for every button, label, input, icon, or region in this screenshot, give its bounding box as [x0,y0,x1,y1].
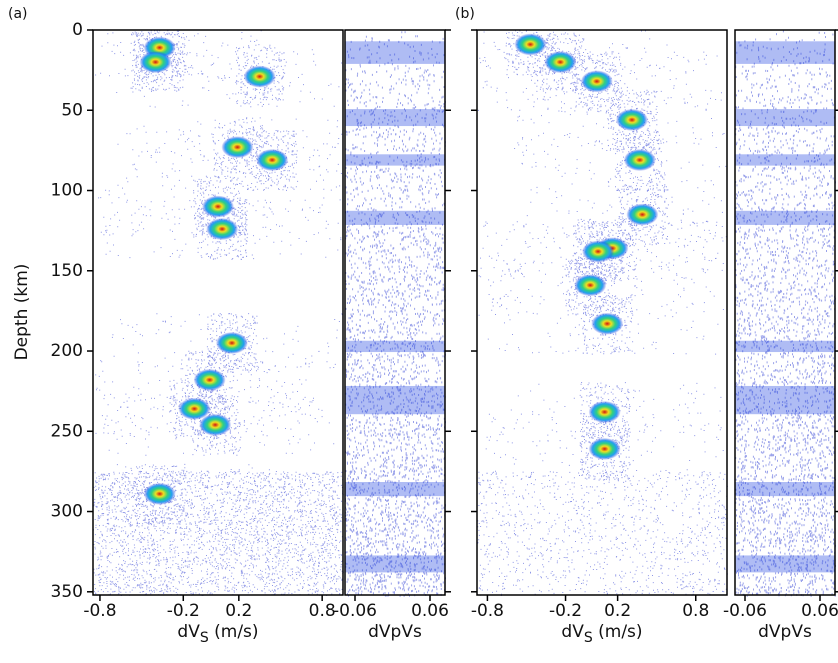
panel-label: (a) [8,6,28,22]
hotspot [202,195,234,218]
hotspot [580,70,613,93]
band [345,210,445,225]
hotspot [623,149,656,172]
x-tick-label: -0.06 [723,601,767,621]
x-label-part: (m/s) [593,622,643,642]
hotspot [143,482,176,505]
band [735,340,835,353]
band [735,482,835,497]
hotspot [139,51,172,74]
panel-label: (b) [455,6,475,22]
scatter-cloud [735,30,836,597]
y-tick-label: 200 [51,341,83,361]
y-tick-label: 50 [61,100,83,120]
hotspot [615,108,648,131]
band [345,109,445,127]
x-label-sub: S [584,630,593,646]
y-tick-label: 150 [51,261,83,281]
panel-frame [92,29,344,596]
x-axis-label: dVpVs [368,622,422,642]
y-tick-label: 350 [51,582,83,602]
panel-frame [476,29,728,596]
x-tick-label: -0.06 [333,601,377,621]
x-tick-label: 0.8 [682,601,709,621]
band [735,41,835,64]
hotspot [582,240,615,263]
scatter-cloud [477,30,728,597]
hotspot [544,51,577,74]
hotspot [626,203,659,226]
x-tick-label: -0.8 [471,601,504,621]
x-label-part: (m/s) [209,622,259,642]
band [345,340,445,353]
x-label-part: dV [561,622,584,642]
band [345,385,445,415]
y-tick-label: 0 [72,20,83,40]
x-axis-label: dVS (m/s) [177,622,258,646]
band [735,555,835,573]
hotspot [514,33,547,56]
band [345,41,445,64]
hotspot [215,331,248,354]
hotspot [256,149,289,172]
band [345,555,445,573]
hotspot [193,368,226,391]
band [735,385,835,415]
x-tick-label: -0.2 [549,601,582,621]
hotspot [591,312,624,335]
y-axis-label: Depth (km) [12,264,32,361]
panel-frame [734,29,836,596]
band [345,154,445,166]
panel-frame [344,29,446,596]
y-tick-label: 250 [51,421,83,441]
hotspot [221,136,254,159]
hotspot [199,413,232,436]
x-axis-label: dVpVs [758,622,812,642]
band [735,154,835,166]
band [345,482,445,497]
x-tick-label: 0.2 [225,601,252,621]
hotspot [206,218,239,241]
x-label-sub: S [200,630,209,646]
hotspot [178,397,211,420]
x-tick-label: -0.8 [83,601,116,621]
hotspot [588,437,621,460]
hotspot [588,401,621,424]
x-tick-label: 0.06 [411,601,449,621]
band [735,210,835,225]
y-tick-label: 300 [51,502,83,522]
hotspot [243,65,276,88]
x-tick-label: 0.06 [801,601,838,621]
x-tick-label: 0.2 [604,601,631,621]
x-tick-label: 0.8 [309,601,336,621]
band [735,109,835,127]
hotspot [574,274,607,297]
x-axis-label: dVS (m/s) [561,622,642,646]
x-tick-label: -0.2 [167,601,200,621]
x-label-part: dV [177,622,200,642]
scatter-cloud [93,30,344,596]
y-tick-label: 100 [51,181,83,201]
